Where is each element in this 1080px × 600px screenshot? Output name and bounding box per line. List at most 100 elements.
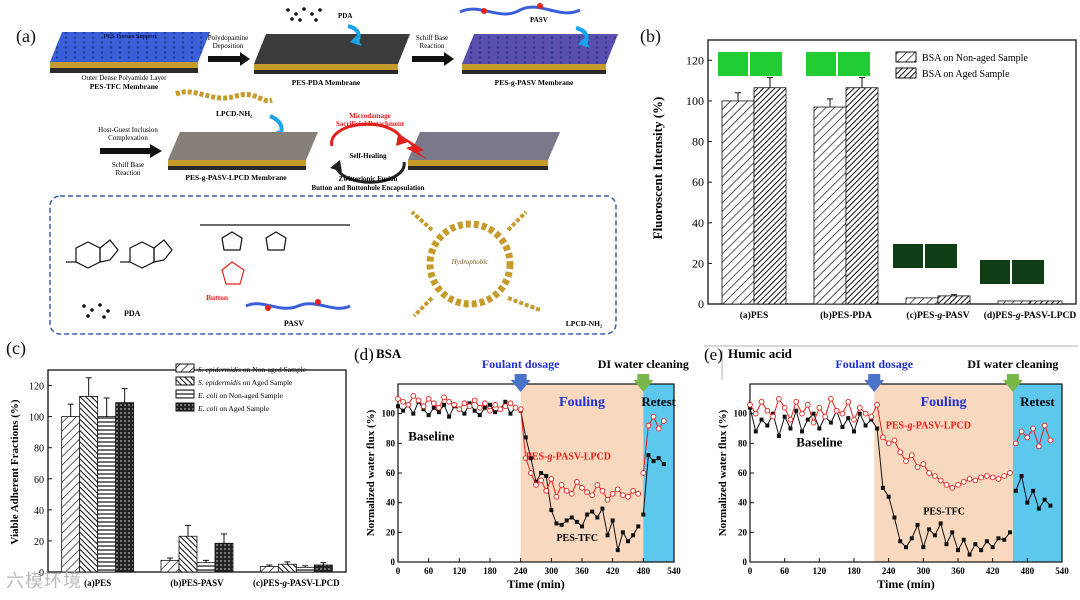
pes-g-pasv-lpcd-point bbox=[471, 397, 478, 404]
pes-tfc-point bbox=[477, 413, 482, 418]
ytick-label: 60 bbox=[738, 468, 748, 478]
di-water-cleaning-label: DI water cleaning bbox=[967, 357, 1058, 371]
pes-g-pasv-lpcd-point bbox=[482, 400, 488, 407]
pes-tfc-point bbox=[880, 485, 885, 490]
cleaning-arrow-icon bbox=[633, 374, 654, 392]
pes-tfc-point bbox=[605, 533, 610, 538]
pes-tfc-point bbox=[875, 426, 880, 431]
pes-tfc-point bbox=[961, 537, 966, 542]
pes-tfc-point bbox=[646, 453, 651, 458]
c-category-label: (a)PES bbox=[84, 578, 111, 588]
micrograph-pda-aged bbox=[838, 52, 870, 76]
lpcd-series-label: PES-g-PASV-LPCD bbox=[886, 421, 971, 432]
ytick-label: 80 bbox=[738, 438, 748, 448]
c-legend-1: S. epidermidis on Non-aged Sample bbox=[198, 365, 307, 374]
c-bar bbox=[277, 563, 297, 573]
xtick-label: 360 bbox=[575, 566, 589, 576]
c-legend-swatch-4 bbox=[175, 402, 195, 412]
pes-g-pasv-lpcd-point bbox=[441, 394, 447, 401]
pes-tfc-point bbox=[927, 527, 932, 532]
pes-g-pasv-lpcd-point bbox=[574, 479, 580, 485]
pes-tfc-point bbox=[564, 518, 569, 523]
pes-g-pasv-lpcd-point bbox=[655, 425, 662, 432]
pes-tfc-point bbox=[436, 410, 441, 415]
chart-title: BSA bbox=[376, 346, 402, 361]
ylabel: Normalized water flux (%) bbox=[365, 409, 377, 536]
pes-g-pasv-lpcd-point bbox=[446, 398, 452, 405]
pes-tfc-point bbox=[426, 413, 431, 418]
pes-g-pasv-lpcd-point bbox=[793, 398, 800, 405]
pes-g-pasv-lpcd-point bbox=[420, 403, 427, 410]
c-bar bbox=[259, 566, 279, 573]
xtick-label: 540 bbox=[667, 566, 681, 576]
c-bar bbox=[313, 564, 333, 573]
membrane-pes-tfc: PES Porous Support Outer Dense Polyamide… bbox=[50, 32, 210, 91]
schiff-base-2-text: Schiff Base bbox=[112, 161, 144, 169]
pes-g-pasv-lpcd-point bbox=[645, 422, 652, 429]
c-legend-4-organism: E. coli bbox=[197, 404, 218, 413]
c-legend: S. epidermidis on Non-aged Sample S. epi… bbox=[175, 363, 307, 413]
xtick-label: 420 bbox=[606, 566, 620, 576]
pes-g-pasv-lpcd-point bbox=[538, 477, 544, 484]
arrow-step-3: Host-Guest Inclusion Complexation Schiff… bbox=[98, 126, 162, 177]
pes-tfc-point bbox=[442, 402, 446, 407]
reaction-2-text: Reaction bbox=[116, 169, 141, 177]
pes-g-pasv-lpcd-point bbox=[502, 403, 509, 410]
watermark: 六模环境 bbox=[6, 571, 82, 592]
pes-g-pasv-lpcd-point bbox=[579, 484, 585, 491]
pes-tfc-point bbox=[574, 519, 579, 524]
pes-g-pasv-lpcd-point bbox=[908, 452, 915, 459]
panel-b: (b) Fluoroscent Intensity (%) 0 20 40 60 80 1… bbox=[636, 0, 1080, 340]
pes-tfc-point bbox=[967, 552, 972, 557]
panel-b-label: (b) bbox=[640, 26, 661, 46]
pes-tfc-label: PES-TFC Membrane bbox=[90, 82, 159, 91]
c-legend-2-organism: S. epidermidis bbox=[198, 378, 241, 387]
pes-g-pasv-lpcd-point bbox=[822, 413, 828, 420]
pes-g-pasv-lpcd-point bbox=[932, 473, 938, 479]
pes-tfc-point bbox=[950, 530, 955, 535]
ytick-label: 20 bbox=[386, 527, 396, 537]
pasv-structure bbox=[200, 224, 350, 285]
tfc-series-label: PES-TFC bbox=[556, 533, 598, 544]
pes-tfc-point bbox=[508, 411, 513, 416]
pes-tfc-point bbox=[1036, 506, 1041, 511]
pes-tfc-point bbox=[759, 417, 764, 422]
support-label: PES Porous Support bbox=[103, 33, 156, 40]
c-ytick-label: 100 bbox=[29, 413, 44, 424]
button-encap-text: Button and Buttonhole Encapsulation bbox=[311, 184, 424, 192]
pes-g-pasv-lpcd-point bbox=[497, 406, 504, 413]
bsa-flux-chart: 0 60 120 180 240 300 360 420 480 540 0 20 40 60 80 100 T… bbox=[354, 345, 689, 591]
schiff-base-text: Schiff Base bbox=[416, 34, 448, 42]
pes-tfc-point bbox=[503, 399, 508, 404]
zwitterionic-text: Zwitterionic Fusion bbox=[339, 175, 398, 183]
c-legend-4: E. coli on Aged Sample bbox=[197, 404, 270, 413]
pes-g-pasv-lpcd-point bbox=[599, 487, 606, 494]
baseline-label: Baseline bbox=[408, 428, 454, 443]
pes-tfc-point bbox=[1008, 530, 1012, 535]
b-ytick-label: 40 bbox=[692, 216, 704, 230]
c-ytick-label: 0 bbox=[39, 568, 44, 579]
xtick-label: 300 bbox=[917, 566, 931, 576]
retest-label: Retest bbox=[641, 394, 676, 409]
c-legend-swatch-2 bbox=[175, 376, 195, 386]
pes-tfc-point bbox=[493, 410, 498, 415]
retest-label: Retest bbox=[1020, 394, 1055, 409]
pes-g-pasv-lpcd-point bbox=[1007, 470, 1013, 476]
micrograph-thumbnails bbox=[718, 52, 1044, 284]
pes-g-pasv-lpcd-point bbox=[410, 393, 417, 399]
pes-g-pasv-lpcd-point bbox=[492, 401, 498, 408]
micrograph-pasv-aged bbox=[925, 244, 957, 268]
pes-g-pasv-lpcd-point bbox=[543, 487, 550, 494]
host-guest-text: Host-Guest Inclusion bbox=[98, 126, 158, 134]
pes-g-pasv-lpcd-point bbox=[405, 401, 412, 408]
pes-g-pasv-lpcd-point bbox=[984, 473, 990, 479]
lpcd-ring: Hydrophobic LPCD-NH₂ bbox=[410, 210, 603, 328]
pes-tfc-point bbox=[956, 548, 960, 553]
c-legend-4-condition: on Aged Sample bbox=[218, 404, 270, 413]
pes-tfc-point bbox=[776, 433, 781, 438]
pes-tfc-point bbox=[932, 533, 937, 538]
b-ytick-label: 80 bbox=[692, 135, 704, 149]
pes-g-pasv-lpcd-point bbox=[747, 401, 753, 408]
pes-tfc-point bbox=[626, 539, 630, 544]
c-bar bbox=[61, 416, 81, 573]
